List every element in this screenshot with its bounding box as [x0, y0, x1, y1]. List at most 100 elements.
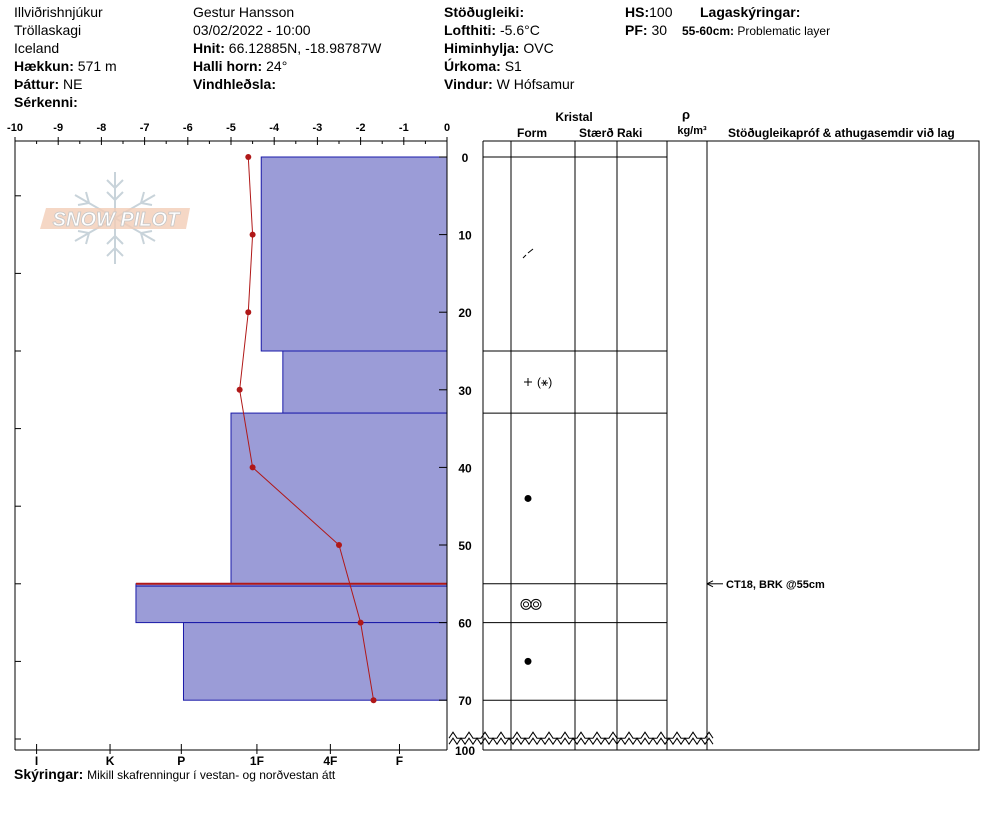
legend-text: Mikill skafrenningur í vestan- og norðve… [87, 768, 336, 782]
temperature-point [236, 386, 243, 393]
temperature-point [370, 697, 377, 704]
grain-form-symbols: (⚹) [520, 248, 552, 665]
temp-tick-label: -1 [399, 122, 409, 134]
sky-cover: Himinhylja: OVC [444, 40, 554, 56]
legend: Skýringar: Mikill skafrenningur í vestan… [14, 766, 335, 782]
depth-tick-label: 50 [458, 539, 472, 553]
depth-tick-label: 30 [458, 384, 472, 398]
grain-form-rounded-icon [524, 494, 532, 502]
temperature-point [245, 154, 252, 160]
col-rho-header: ρ [682, 107, 690, 122]
mf-ring-1 [520, 598, 532, 610]
stability-tests: CT18, BRK @55cm [706, 579, 825, 591]
stability-test-0: CT18, BRK @55cm [726, 579, 825, 591]
temp-tick-label: -10 [7, 122, 23, 134]
hardness-tick-label: 4F [323, 754, 337, 768]
wind: Vindur: W Hófsamur [444, 76, 575, 92]
temp-tick-label: 0 [444, 122, 450, 134]
col-comments-header: Stöðugleikapróf & athugasemdir við lag [728, 126, 955, 140]
layer-table [448, 140, 980, 751]
depth-tick-label: 0 [462, 151, 469, 165]
depth-break-zigzag-2 [448, 737, 714, 746]
temp-tick-label: -3 [313, 122, 323, 134]
layer-bars [135, 156, 448, 701]
temperature-point [357, 619, 364, 626]
axis-ticks: -10 -9 -8 -7 -6 -5 -4 -3 -2 -1 0010203040506070100… [7, 122, 475, 768]
stability: Stöðugleiki: [444, 4, 525, 20]
layer-bar-0 [260, 156, 448, 352]
temp-tick-label: -4 [269, 122, 280, 134]
temperature-point [249, 464, 256, 471]
precipitation: Úrkoma: S1 [444, 58, 522, 74]
mf-ring-2 [530, 598, 542, 610]
header-col-5: Lagaskýringar: [700, 3, 800, 21]
grain-form-melt-freeze-icon [520, 598, 542, 610]
temp-tick-label: -6 [183, 122, 193, 134]
col-density-header: kg/m³ [677, 125, 707, 137]
wind-loading: Vindhleðsla: [193, 76, 276, 92]
temperature-line [239, 156, 375, 701]
temp-tick-label: -5 [226, 122, 236, 134]
test-pointer-arrow-icon [706, 580, 714, 588]
rounded-glyph [524, 657, 532, 665]
elevation: Hækkun: 571 m [14, 58, 117, 74]
depth-tick-label: 10 [458, 229, 472, 243]
col-size-header: Stærð [579, 126, 614, 140]
hardness-tick-label: F [396, 754, 403, 768]
snow-height: HS:100 [625, 4, 673, 20]
layer-bar-1 [282, 350, 448, 414]
depth-tick-label: 70 [458, 694, 472, 708]
grain-form-rounding-faceted-icon: (⚹) [524, 375, 552, 389]
temperature-profile [236, 154, 377, 704]
logo-banner [40, 208, 190, 229]
temperature-point [249, 231, 256, 238]
country-name: Iceland [14, 40, 60, 56]
temp-tick-label: -7 [140, 122, 150, 134]
location-name: Illviðrishnjúkur [14, 4, 103, 20]
mf-ring-2-inner [533, 601, 539, 608]
temp-tick-label: -9 [53, 122, 63, 134]
layer-note: 55-60cm: Problematic layer [682, 24, 831, 38]
slope-angle: Halli horn: 24° [193, 58, 288, 74]
faceted-glyph: (⚹) [537, 375, 552, 389]
layer-notes-title: Lagaskýringar: [700, 4, 801, 20]
logo-text: SNOW PILOT [53, 209, 181, 231]
header-col-2: Gestur Hansson 03/02/2022 - 10:00 Hnit: … [193, 3, 381, 93]
depth-tick-label: 40 [458, 461, 472, 475]
hardness-tick-label: P [177, 754, 185, 768]
region-name: Tröllaskagi [14, 22, 82, 38]
legend-label: Skýringar: [14, 766, 84, 782]
decomposing-glyph [522, 248, 534, 259]
col-moisture-header: Raki [617, 126, 642, 140]
temp-tick-label: -2 [356, 122, 366, 134]
grain-form-decomposing-icon [522, 248, 534, 259]
col-crystal-header: Kristal [555, 110, 592, 124]
air-temperature: Lofthiti: -5.6°C [444, 22, 540, 38]
plus-glyph [524, 378, 532, 387]
hardness-tick-label: K [106, 754, 115, 768]
mf-ring-1-inner [523, 601, 529, 608]
aspect: Þáttur: NE [14, 76, 83, 92]
temperature-point [245, 309, 252, 316]
rounded-glyph [524, 494, 532, 502]
features: Sérkenni: [14, 94, 78, 110]
header-col-4: HS:100 PF: 30 [625, 3, 672, 39]
foot-penetration: PF: 30 [625, 22, 668, 38]
depth-tick-label: 20 [458, 306, 472, 320]
temp-tick-label: -8 [97, 122, 107, 134]
observation-datetime: 03/02/2022 - 10:00 [193, 22, 311, 38]
header-col-1: Illviðrishnjúkur Tröllaskagi Iceland Hæk… [14, 3, 117, 111]
header-col-3: Stöðugleiki: Lofthiti: -5.6°C Himinhylja… [444, 3, 574, 93]
temperature-point [336, 542, 342, 548]
layer-bar-4 [135, 585, 448, 624]
coordinates: Hnit: 66.12885N, -18.98787W [193, 40, 382, 56]
hardness-tick-label: I [35, 754, 38, 768]
hardness-tick-label: 1F [250, 754, 264, 768]
grain-form-rounded-icon [524, 657, 532, 665]
depth-tick-label: 100 [455, 744, 475, 758]
comments-frame [706, 140, 980, 751]
observer-name: Gestur Hansson [193, 4, 295, 20]
layer-bar-5 [182, 622, 448, 701]
col-form-header: Form [517, 126, 547, 140]
